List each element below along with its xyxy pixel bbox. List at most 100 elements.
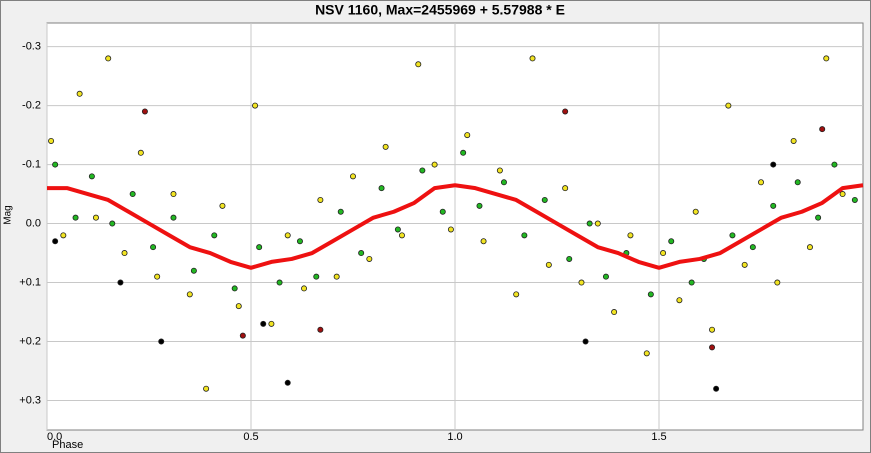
- data-point: [211, 232, 218, 239]
- data-point: [239, 332, 246, 339]
- data-point: [349, 173, 356, 180]
- data-point: [480, 238, 487, 245]
- data-point: [366, 255, 373, 262]
- data-point: [647, 291, 654, 298]
- data-point: [582, 338, 589, 345]
- data-point: [725, 102, 732, 109]
- data-point: [713, 385, 720, 392]
- data-point: [460, 149, 467, 156]
- data-point: [709, 344, 716, 351]
- data-point: [170, 214, 177, 221]
- x-tick-label: 0.5: [243, 431, 258, 443]
- data-point: [823, 55, 830, 62]
- data-point: [129, 191, 136, 198]
- data-point: [141, 108, 148, 115]
- y-tick-label: -0.3: [22, 41, 41, 53]
- data-point: [562, 108, 569, 115]
- data-point: [203, 385, 210, 392]
- data-point: [337, 208, 344, 215]
- data-point: [660, 250, 667, 257]
- data-point: [92, 214, 99, 221]
- data-point: [729, 232, 736, 239]
- data-point: [415, 61, 422, 68]
- data-point: [496, 167, 503, 174]
- data-point: [851, 196, 858, 203]
- data-point: [806, 244, 813, 251]
- data-point: [235, 303, 242, 310]
- data-point: [839, 191, 846, 198]
- chart-title: NSV 1160, Max=2455969 + 5.57988 * E: [315, 2, 565, 18]
- data-point: [643, 350, 650, 357]
- data-point: [333, 273, 340, 280]
- y-tick-label: +0.1: [19, 276, 41, 288]
- data-point: [72, 214, 79, 221]
- data-point: [709, 326, 716, 333]
- data-point: [566, 255, 573, 262]
- data-point: [252, 102, 259, 109]
- data-point: [231, 285, 238, 292]
- data-point: [464, 132, 471, 139]
- data-point: [749, 244, 756, 251]
- data-point: [260, 320, 267, 327]
- data-point: [447, 226, 454, 233]
- data-point: [105, 55, 112, 62]
- data-point: [439, 208, 446, 215]
- y-tick-label: +0.2: [19, 335, 41, 347]
- data-point: [256, 244, 263, 251]
- data-point: [692, 208, 699, 215]
- data-point: [52, 161, 59, 168]
- data-point: [60, 232, 67, 239]
- data-point: [52, 238, 59, 245]
- data-point: [284, 232, 291, 239]
- data-point: [586, 220, 593, 227]
- data-point: [758, 179, 765, 186]
- x-tick-label: 0.0: [47, 431, 62, 443]
- data-point: [578, 279, 585, 286]
- data-point: [476, 202, 483, 209]
- fit-line: [47, 183, 864, 270]
- data-point: [48, 137, 55, 144]
- data-point: [688, 279, 695, 286]
- data-point: [529, 55, 536, 62]
- data-point: [398, 232, 405, 239]
- data-point: [284, 379, 291, 386]
- data-point: [815, 214, 822, 221]
- y-tick-label: 0.0: [26, 217, 41, 229]
- data-point: [317, 326, 324, 333]
- x-tick-label: 1.0: [447, 431, 462, 443]
- data-point: [676, 297, 683, 304]
- data-point: [296, 238, 303, 245]
- data-point: [594, 220, 601, 227]
- data-point: [301, 285, 308, 292]
- data-point: [602, 273, 609, 280]
- data-point: [268, 320, 275, 327]
- data-point: [770, 161, 777, 168]
- y-axis-label: Mag: [3, 205, 14, 224]
- x-axis-label: Phase: [52, 439, 83, 451]
- data-point: [378, 185, 385, 192]
- data-point: [190, 267, 197, 274]
- data-point: [419, 167, 426, 174]
- data-point: [170, 191, 177, 198]
- data-point: [88, 173, 95, 180]
- data-point: [154, 273, 161, 280]
- data-point: [313, 273, 320, 280]
- data-point: [186, 291, 193, 298]
- data-point: [121, 250, 128, 257]
- data-point: [358, 250, 365, 257]
- data-point: [770, 202, 777, 209]
- data-point: [562, 185, 569, 192]
- data-point: [317, 196, 324, 203]
- y-tick-label: -0.2: [22, 99, 41, 111]
- data-point: [513, 291, 520, 298]
- data-point: [627, 232, 634, 239]
- data-point: [831, 161, 838, 168]
- data-point: [545, 261, 552, 268]
- data-point: [109, 220, 116, 227]
- data-point: [611, 309, 618, 316]
- data-point: [790, 137, 797, 144]
- data-point: [541, 196, 548, 203]
- data-point: [150, 244, 157, 251]
- y-tick-label: +0.3: [19, 394, 41, 406]
